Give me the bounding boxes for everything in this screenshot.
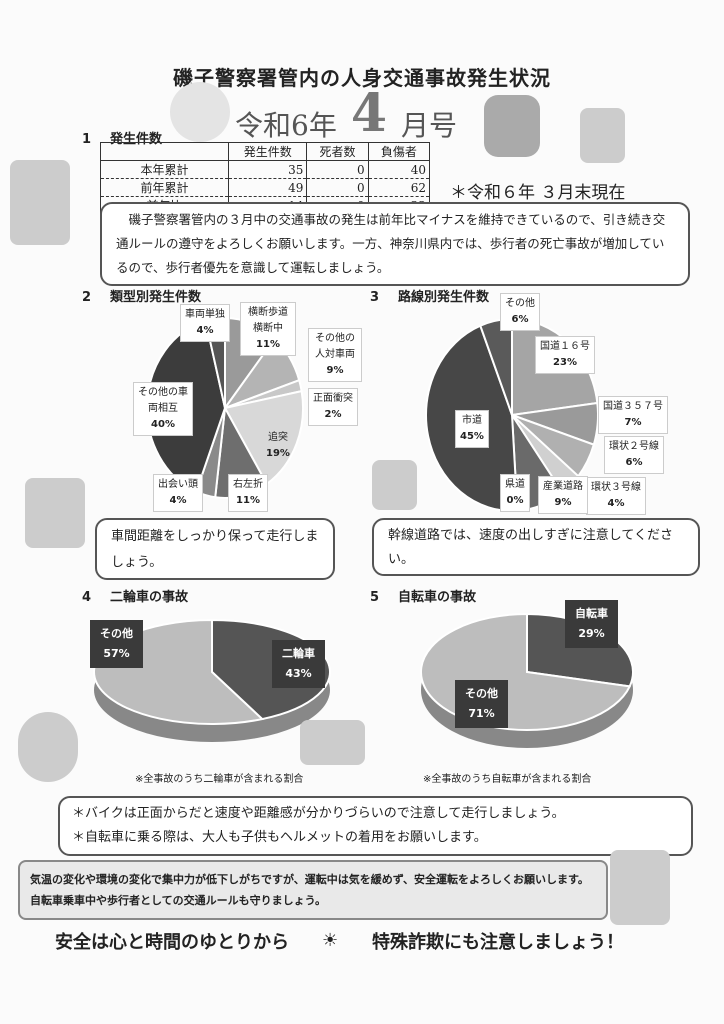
issue-heading: 令和6年 4 月号 bbox=[235, 83, 458, 144]
sakura-icon bbox=[170, 82, 230, 142]
pie-label: 車両単独 4% bbox=[180, 304, 230, 342]
pie-label: 国道１６号 23% bbox=[535, 336, 595, 374]
section1-message: 磯子警察署管内の３月中の交通事故の発生は前年比マイナスを維持できているので、引き… bbox=[100, 202, 690, 286]
tips-bubble: ＊バイクは正面からだと速度や距離感が分かりづらいので注意して走行しましょう。 ＊… bbox=[58, 796, 693, 856]
section2-heading: 2 類型別発生件数 bbox=[82, 290, 202, 305]
pie-label: その他 6% bbox=[500, 293, 540, 331]
pie-label: その他の車両相互 40% bbox=[133, 382, 193, 436]
pie-label: 環状２号線 6% bbox=[604, 436, 664, 474]
pie-label: 追突 19% bbox=[266, 432, 290, 459]
pie-label: 右左折 11% bbox=[228, 474, 268, 512]
notice-box: 気温の変化や環境の変化で集中力が低下しがちですが、運転中は気を緩めず、安全運転を… bbox=[18, 860, 608, 920]
section5-heading: 5 自転車の事故 bbox=[370, 590, 477, 605]
footer-slogan-left: 安全は心と時間のゆとりから bbox=[55, 932, 289, 953]
tip-item: ＊自転車に乗る際は、大人も子供もヘルメットの着用をお願いします。 bbox=[72, 830, 487, 845]
pie-slice-追突 bbox=[223, 389, 304, 486]
footer-slogan-right: 特殊詐欺にも注意しましょう！ bbox=[372, 932, 624, 953]
pie-label: 県道 0% bbox=[500, 474, 530, 512]
pie-label: その他 71% bbox=[455, 680, 508, 728]
pie-label: 出会い頭 4% bbox=[153, 474, 203, 512]
section3-message: 幹線道路では、速度の出しすぎに注意してください。 bbox=[372, 518, 700, 576]
section3-heading: 3 路線別発生件数 bbox=[370, 290, 490, 305]
sun-icon: ☀ bbox=[322, 930, 339, 951]
pie-label: 環状３号線 4% bbox=[586, 477, 646, 515]
pie-label: 正面衝突 2% bbox=[308, 388, 358, 426]
issue-suffix: 月号 bbox=[401, 109, 458, 142]
section2-message: 車間距離をしっかり保って走行しましょう。 bbox=[95, 518, 335, 580]
helmet-officer-illustration bbox=[18, 712, 78, 782]
issue-year: 令和6年 bbox=[235, 109, 337, 142]
section4-caption: ※全事故のうち二輪車が含まれる割合 bbox=[135, 774, 304, 785]
mascot-icon bbox=[580, 108, 625, 163]
pie-label: 自転車 29% bbox=[565, 600, 618, 648]
police-chief-illustration bbox=[610, 850, 670, 925]
pie-label: その他 57% bbox=[90, 620, 143, 668]
section5-caption: ※全事故のうち自転車が含まれる割合 bbox=[423, 774, 592, 785]
officer-illustration bbox=[25, 478, 85, 548]
pie-label: 市道 45% bbox=[455, 410, 489, 448]
girl-illustration bbox=[372, 460, 417, 510]
pie-label: 産業道路 9% bbox=[538, 476, 588, 514]
table-row: 本年累計 35 0 40 bbox=[100, 160, 431, 179]
pie-label: 横断歩道横断中 11% bbox=[240, 302, 296, 356]
as-of-note: ＊令和６年 ３月末現在 bbox=[450, 183, 626, 203]
pie-label: 二輪車 43% bbox=[272, 640, 325, 688]
car-bike-illustration bbox=[300, 720, 365, 765]
pie-label: その他の人対車両 9% bbox=[308, 328, 362, 382]
police-officer-illustration bbox=[10, 160, 70, 245]
page-title: 磯子警察署管内の人身交通事故発生状況 bbox=[173, 66, 551, 90]
section4-heading: 4 二輪車の事故 bbox=[82, 590, 189, 605]
tip-item: ＊バイクは正面からだと速度や距離感が分かりづらいので注意して走行しましょう。 bbox=[72, 806, 565, 821]
pie-label: 国道３５７号 7% bbox=[598, 396, 668, 434]
school-bag-icon bbox=[484, 95, 540, 157]
issue-month: 4 bbox=[350, 83, 388, 144]
